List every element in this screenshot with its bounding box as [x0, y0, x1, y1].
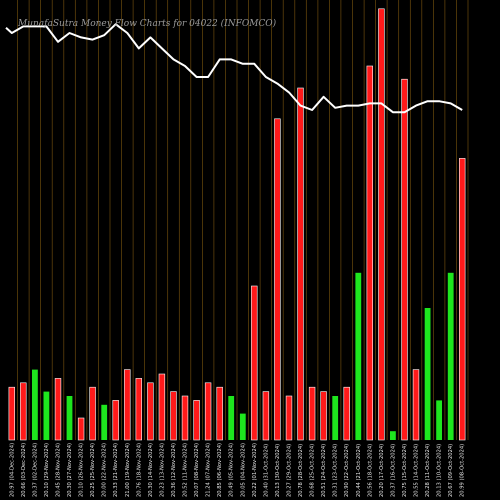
x-tick-label: 20.00 (22-Nov-2024): [102, 443, 108, 497]
bar-green: [66, 396, 73, 440]
x-tick-label: 20.10 (29-Nov-2024): [44, 443, 50, 497]
bar-red: [320, 391, 327, 441]
bar-red: [135, 378, 142, 441]
bar-red: [343, 386, 350, 441]
x-tick-label: 20.99 (08-Oct-2024): [460, 444, 466, 497]
x-tick-label: 20.67 (09-Oct-2024): [448, 444, 454, 497]
bar-green: [390, 431, 396, 440]
x-tick-label: 20.13 (30-Oct-2024): [275, 444, 281, 497]
bar-red: [204, 382, 212, 441]
bar-red: [170, 391, 177, 441]
bar-red: [216, 386, 223, 441]
x-tick-label: 20.36 (12-Nov-2024): [171, 443, 177, 497]
bar-green: [355, 272, 362, 440]
bar-green: [101, 404, 108, 440]
x-tick-label: 20.30 (27-Nov-2024): [67, 443, 73, 497]
x-tick-label: 20.85 (06-Nov-2024): [217, 443, 223, 497]
chart-title: MunafaSutra Money Flow Charts for 04022 …: [17, 18, 277, 29]
x-tick-label: 20.05 (04-Nov-2024): [240, 443, 246, 497]
x-tick-label: 20.51 (24-Oct-2024): [321, 444, 327, 497]
x-tick-label: 20.49 (05-Nov-2024): [229, 443, 235, 497]
x-tick-label: 20.76 (18-Nov-2024): [136, 443, 142, 497]
bar-green: [239, 413, 246, 440]
bar-green: [332, 396, 339, 440]
bar-red: [366, 65, 373, 441]
x-tick-label: 20.75 (15-Oct-2024): [402, 444, 408, 497]
x-tick-label: 20.55 (14-Oct-2024): [414, 444, 420, 497]
bar-red: [20, 382, 27, 441]
bar-red: [285, 395, 293, 441]
x-tick-label: 20.52 (11-Nov-2024): [183, 443, 189, 497]
bar-separators: [17, 0, 469, 440]
x-tick-label: 20.07 (08-Nov-2024): [194, 443, 200, 497]
bar-green: [424, 308, 431, 440]
bar-red: [274, 118, 281, 441]
x-tick-label: 20.33 (21-Nov-2024): [113, 443, 119, 497]
bar-green: [32, 369, 38, 440]
bar-red: [89, 386, 96, 441]
x-tick-label: 20.44 (21-Oct-2024): [356, 444, 362, 497]
trend-line: [5, 23, 463, 114]
bar-green: [43, 391, 50, 440]
bar-green: [436, 400, 442, 440]
bar-red: [412, 369, 420, 441]
x-tick-label: 21.24 (07-Nov-2024): [206, 443, 212, 497]
x-tick-label: 20.37 (16-Oct-2024): [390, 444, 396, 497]
x-tick-label: 20.78 (28-Oct-2024): [298, 444, 304, 497]
bars: [8, 8, 466, 441]
bar-red: [378, 8, 385, 441]
x-tick-label: 20.56 (18-Oct-2024): [367, 444, 373, 497]
x-tick-label: 20.31 (23-Oct-2024): [333, 444, 339, 497]
bar-red: [158, 373, 166, 441]
x-tick-label: 20.40 (31-Oct-2024): [263, 444, 269, 497]
bar-red: [54, 378, 62, 441]
bar-red: [308, 386, 316, 441]
x-tick-label: 20.66 (03-Dec-2024): [21, 443, 27, 497]
bar-red: [251, 285, 258, 441]
bar-red: [297, 87, 304, 441]
x-tick-label: 20.10 (26-Nov-2024): [79, 443, 85, 497]
x-tick-label: 20.13 (10-Oct-2024): [437, 444, 443, 497]
x-tick-label: 20.37 (02-Dec-2024): [32, 443, 38, 497]
x-tick-label: 20.22 (01-Nov-2024): [252, 443, 258, 497]
x-tick-label: 20.97 (04-Dec-2024): [9, 443, 15, 497]
x-tick-label: 21.00 (19-Nov-2024): [125, 443, 131, 497]
x-tick-label: 20.25 (25-Nov-2024): [90, 443, 96, 497]
bar-red: [77, 417, 85, 441]
bar-red: [124, 369, 131, 441]
x-tick-label: 20.30 (14-Nov-2024): [148, 443, 154, 497]
x-tick-labels: 20.97 (04-Dec-2024) 20.66 (03-Dec-2024) 20…: [9, 443, 465, 497]
bar-green: [228, 396, 235, 440]
bar-green: [447, 272, 454, 440]
x-tick-label: 20.45 (28-Nov-2024): [56, 443, 62, 497]
bar-red: [262, 391, 270, 441]
x-tick-label: 20.90 (22-Oct-2024): [344, 444, 350, 497]
bar-red: [112, 400, 119, 441]
bar-red: [147, 382, 154, 441]
bar-red: [458, 158, 466, 441]
bar-red: [401, 78, 408, 441]
bar-red: [8, 386, 15, 441]
x-tick-label: 20.68 (25-Oct-2024): [310, 444, 316, 497]
x-tick-label: 20.20 (17-Oct-2024): [379, 444, 385, 497]
x-tick-label: 20.23 (13-Nov-2024): [159, 443, 165, 497]
bar-red: [193, 400, 200, 441]
x-tick-label: 20.27 (29-Oct-2024): [287, 444, 293, 497]
bar-red: [181, 395, 189, 441]
x-tick-label: 20.28 (11-Oct-2024): [425, 444, 431, 497]
